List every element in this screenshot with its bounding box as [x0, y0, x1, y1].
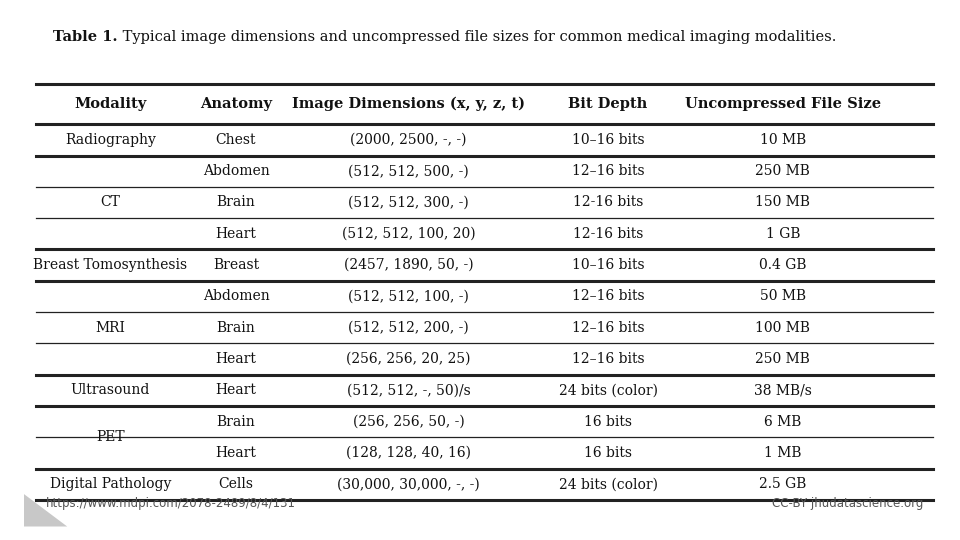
Text: Digital Pathology: Digital Pathology: [50, 477, 171, 491]
Text: (512, 512, 300, -): (512, 512, 300, -): [348, 195, 469, 210]
Text: (2457, 1890, 50, -): (2457, 1890, 50, -): [344, 258, 473, 272]
Text: 10–16 bits: 10–16 bits: [572, 258, 644, 272]
Text: Anatomy: Anatomy: [200, 97, 272, 111]
Text: (512, 512, 200, -): (512, 512, 200, -): [348, 321, 469, 335]
Text: 100 MB: 100 MB: [756, 321, 810, 335]
Text: Heart: Heart: [216, 352, 256, 366]
Text: CC-BY jhudatascience.org: CC-BY jhudatascience.org: [772, 497, 924, 510]
Text: Abdomen: Abdomen: [203, 289, 270, 303]
Text: Image Dimensions (x, y, z, t): Image Dimensions (x, y, z, t): [292, 97, 525, 111]
Text: Breast Tomosynthesis: Breast Tomosynthesis: [34, 258, 187, 272]
Text: (512, 512, 500, -): (512, 512, 500, -): [348, 164, 469, 178]
Text: 16 bits: 16 bits: [584, 415, 632, 429]
Text: Breast: Breast: [213, 258, 259, 272]
Text: (2000, 2500, -, -): (2000, 2500, -, -): [350, 133, 467, 147]
Text: 1 MB: 1 MB: [764, 446, 802, 460]
Text: MRI: MRI: [95, 321, 126, 335]
Text: 16 bits: 16 bits: [584, 446, 632, 460]
Text: Uncompressed File Size: Uncompressed File Size: [684, 97, 881, 111]
Text: (128, 128, 40, 16): (128, 128, 40, 16): [347, 446, 471, 460]
Text: Bit Depth: Bit Depth: [568, 97, 648, 111]
Text: Heart: Heart: [216, 446, 256, 460]
Text: Brain: Brain: [217, 415, 255, 429]
Text: (512, 512, 100, 20): (512, 512, 100, 20): [342, 227, 475, 241]
Text: 12–16 bits: 12–16 bits: [572, 352, 644, 366]
Text: 12-16 bits: 12-16 bits: [573, 227, 643, 241]
Text: Modality: Modality: [74, 97, 147, 111]
Text: 50 MB: 50 MB: [760, 289, 806, 303]
Text: Heart: Heart: [216, 227, 256, 241]
Text: 24 bits (color): 24 bits (color): [559, 477, 658, 491]
Text: 12–16 bits: 12–16 bits: [572, 164, 644, 178]
Text: Heart: Heart: [216, 383, 256, 397]
Text: 24 bits (color): 24 bits (color): [559, 383, 658, 397]
Text: (512, 512, -, 50)/s: (512, 512, -, 50)/s: [347, 383, 470, 397]
Text: 0.4 GB: 0.4 GB: [759, 258, 806, 272]
Text: (512, 512, 100, -): (512, 512, 100, -): [348, 289, 469, 303]
Text: 10–16 bits: 10–16 bits: [572, 133, 644, 147]
Text: CT: CT: [101, 195, 120, 210]
Text: 12-16 bits: 12-16 bits: [573, 195, 643, 210]
Text: 38 MB/s: 38 MB/s: [754, 383, 812, 397]
Text: Brain: Brain: [217, 321, 255, 335]
Text: 250 MB: 250 MB: [756, 352, 810, 366]
Text: 12–16 bits: 12–16 bits: [572, 321, 644, 335]
Text: (256, 256, 50, -): (256, 256, 50, -): [352, 415, 465, 429]
Text: Brain: Brain: [217, 195, 255, 210]
Text: 12–16 bits: 12–16 bits: [572, 289, 644, 303]
Text: 1 GB: 1 GB: [766, 227, 801, 241]
Text: Cells: Cells: [219, 477, 253, 491]
Text: Radiography: Radiography: [65, 133, 156, 147]
Text: 250 MB: 250 MB: [756, 164, 810, 178]
Text: Ultrasound: Ultrasound: [71, 383, 150, 397]
Text: PET: PET: [96, 430, 125, 444]
Text: Table 1.: Table 1.: [53, 30, 117, 44]
Text: Typical image dimensions and uncompressed file sizes for common medical imaging : Typical image dimensions and uncompresse…: [118, 30, 836, 44]
Text: Chest: Chest: [216, 133, 256, 147]
Text: (256, 256, 20, 25): (256, 256, 20, 25): [347, 352, 470, 366]
Text: https://www.mdpi.com/2078-2489/8/4/131: https://www.mdpi.com/2078-2489/8/4/131: [46, 497, 296, 510]
Text: (30,000, 30,000, -, -): (30,000, 30,000, -, -): [337, 477, 480, 491]
Text: 10 MB: 10 MB: [759, 133, 806, 147]
Text: Abdomen: Abdomen: [203, 164, 270, 178]
Text: 150 MB: 150 MB: [756, 195, 810, 210]
Text: 6 MB: 6 MB: [764, 415, 802, 429]
Text: 2.5 GB: 2.5 GB: [759, 477, 806, 491]
